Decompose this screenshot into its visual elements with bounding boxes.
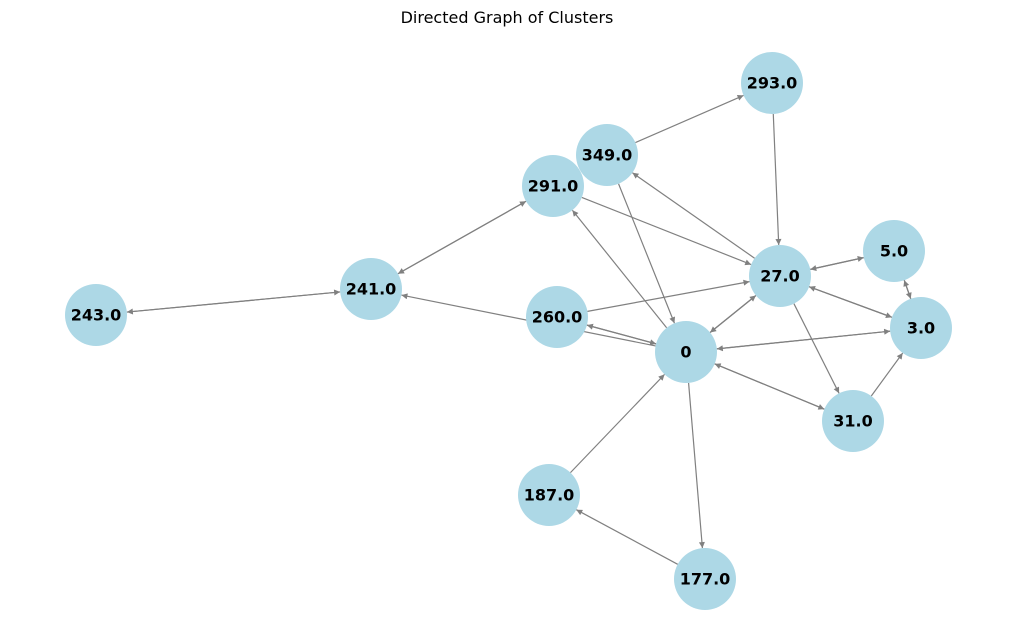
edge-349-to-0 (617, 183, 676, 324)
edge-3-to-27 (808, 285, 893, 318)
node-3: 3.0 (890, 297, 952, 359)
node-label-177: 177.0 (680, 570, 731, 589)
node-label-5: 5.0 (880, 242, 908, 261)
node-label-31: 31.0 (833, 412, 872, 431)
edge-349-to-293 (635, 94, 744, 144)
edge-27-to-31 (793, 303, 840, 394)
node-label-260: 260.0 (532, 308, 583, 327)
node-label-293: 293.0 (747, 74, 798, 93)
node-241: 241.0 (340, 258, 402, 320)
edge-5-to-27 (810, 257, 864, 272)
edge-260-to-0 (586, 324, 657, 346)
node-circle-187 (518, 464, 580, 526)
node-circle-31 (822, 390, 884, 452)
node-label-187: 187.0 (524, 486, 575, 505)
node-label-3: 3.0 (907, 319, 935, 338)
node-circle-241 (340, 258, 402, 320)
edge-241-to-243 (126, 291, 341, 315)
edge-31-to-3 (870, 352, 904, 397)
node-293: 293.0 (741, 52, 803, 114)
node-260: 260.0 (526, 286, 588, 348)
node-circle-291 (522, 155, 584, 217)
node-31: 31.0 (822, 390, 884, 452)
node-circle-177 (674, 548, 736, 610)
edge-3-to-5 (903, 280, 912, 299)
node-circle-260 (526, 286, 588, 348)
node-27: 27.0 (749, 245, 811, 307)
chart-title: Directed Graph of Clusters (401, 8, 614, 27)
node-circle-5 (863, 220, 925, 282)
node-0: 0 (655, 321, 717, 383)
node-177: 177.0 (674, 548, 736, 610)
node-187: 187.0 (518, 464, 580, 526)
edge-187-to-0 (570, 373, 665, 474)
edge-293-to-27 (772, 113, 782, 246)
edge-27-to-349 (632, 172, 755, 259)
node-circle-3 (890, 297, 952, 359)
edge-260-to-27 (587, 279, 750, 312)
edge-3-to-0 (716, 330, 891, 352)
edge-0-to-291 (571, 209, 668, 329)
node-349: 349.0 (576, 124, 638, 186)
edge-291-to-241 (397, 200, 527, 275)
node-circle-293 (741, 52, 803, 114)
edges-layer (126, 94, 912, 565)
node-circle-0 (655, 321, 717, 383)
edge-177-to-187 (576, 509, 678, 565)
edge-27-to-0 (709, 295, 757, 333)
node-circle-349 (576, 124, 638, 186)
node-5: 5.0 (863, 220, 925, 282)
edge-0-to-177 (687, 382, 705, 549)
node-label-27: 27.0 (760, 267, 799, 286)
node-circle-243 (65, 284, 127, 346)
nodes-layer: 0 3.0 5.0 27.0 31.0 177.0 187.0 241.0 243.0 260.0… (65, 52, 952, 610)
node-circle-27 (749, 245, 811, 307)
edge-291-to-27 (581, 196, 752, 266)
node-label-241: 241.0 (346, 280, 397, 299)
node-label-0: 0 (680, 343, 691, 362)
node-243: 243.0 (65, 284, 127, 346)
node-label-291: 291.0 (528, 177, 579, 196)
node-291: 291.0 (522, 155, 584, 217)
node-label-349: 349.0 (582, 146, 633, 165)
node-label-243: 243.0 (71, 306, 122, 325)
edge-31-to-0 (714, 363, 825, 410)
